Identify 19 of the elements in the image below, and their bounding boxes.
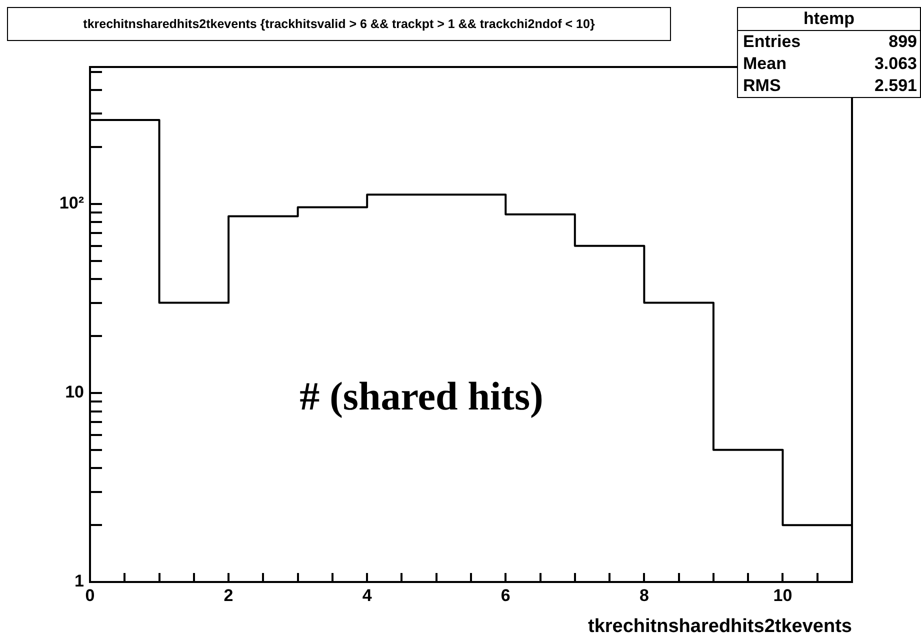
x-tick-label: 8	[639, 586, 649, 605]
chart-title: tkrechitnsharedhits2tkevents {trackhitsvalid > 6 && trackpt > 1 && trackchi2ndof < 10}	[7, 7, 671, 41]
annotation: RMS	[743, 75, 781, 97]
text: 3.063	[874, 53, 917, 75]
y-tick-label: 1	[74, 572, 84, 591]
text: 2.591	[874, 75, 917, 97]
x-tick-label: 2	[224, 586, 234, 605]
x-tick-label: 4	[362, 586, 372, 605]
text: htemp	[738, 8, 920, 31]
x-tick-label: 6	[500, 586, 510, 605]
x-tick-label: 0	[85, 586, 95, 605]
annotation: # (shared hits)	[300, 374, 544, 419]
text: Entries	[743, 31, 801, 53]
text: 899	[888, 31, 917, 53]
x-tick-label: 10	[773, 586, 792, 605]
y-tick-label: 10	[65, 382, 84, 402]
x-axis-title: tkrechitnsharedhits2tkevents	[588, 616, 852, 637]
y-tick-label: 10²	[59, 194, 84, 213]
annotation: Mean	[743, 53, 786, 75]
